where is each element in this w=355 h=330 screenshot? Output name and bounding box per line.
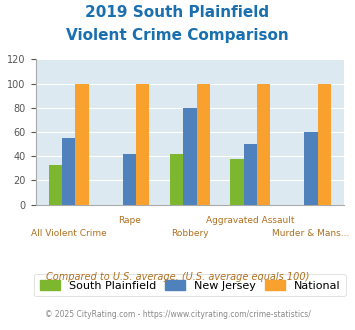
Text: Murder & Mans...: Murder & Mans...: [272, 229, 350, 238]
Text: Aggravated Assault: Aggravated Assault: [206, 216, 295, 225]
Bar: [62, 138, 76, 205]
Legend: South Plainfield, New Jersey, National: South Plainfield, New Jersey, National: [34, 274, 345, 296]
Bar: [49, 165, 62, 205]
Bar: [123, 154, 136, 205]
Bar: [304, 132, 318, 205]
Bar: [170, 154, 183, 205]
Text: Violent Crime Comparison: Violent Crime Comparison: [66, 28, 289, 43]
Bar: [244, 144, 257, 205]
Text: Compared to U.S. average. (U.S. average equals 100): Compared to U.S. average. (U.S. average …: [46, 272, 309, 282]
Text: Robbery: Robbery: [171, 229, 209, 238]
Bar: [76, 83, 89, 205]
Text: Rape: Rape: [118, 216, 141, 225]
Text: All Violent Crime: All Violent Crime: [31, 229, 107, 238]
Text: © 2025 CityRating.com - https://www.cityrating.com/crime-statistics/: © 2025 CityRating.com - https://www.city…: [45, 310, 310, 319]
Bar: [136, 83, 149, 205]
Bar: [183, 108, 197, 205]
Bar: [257, 83, 271, 205]
Bar: [230, 159, 244, 205]
Text: 2019 South Plainfield: 2019 South Plainfield: [86, 5, 269, 20]
Bar: [197, 83, 210, 205]
Bar: [318, 83, 331, 205]
